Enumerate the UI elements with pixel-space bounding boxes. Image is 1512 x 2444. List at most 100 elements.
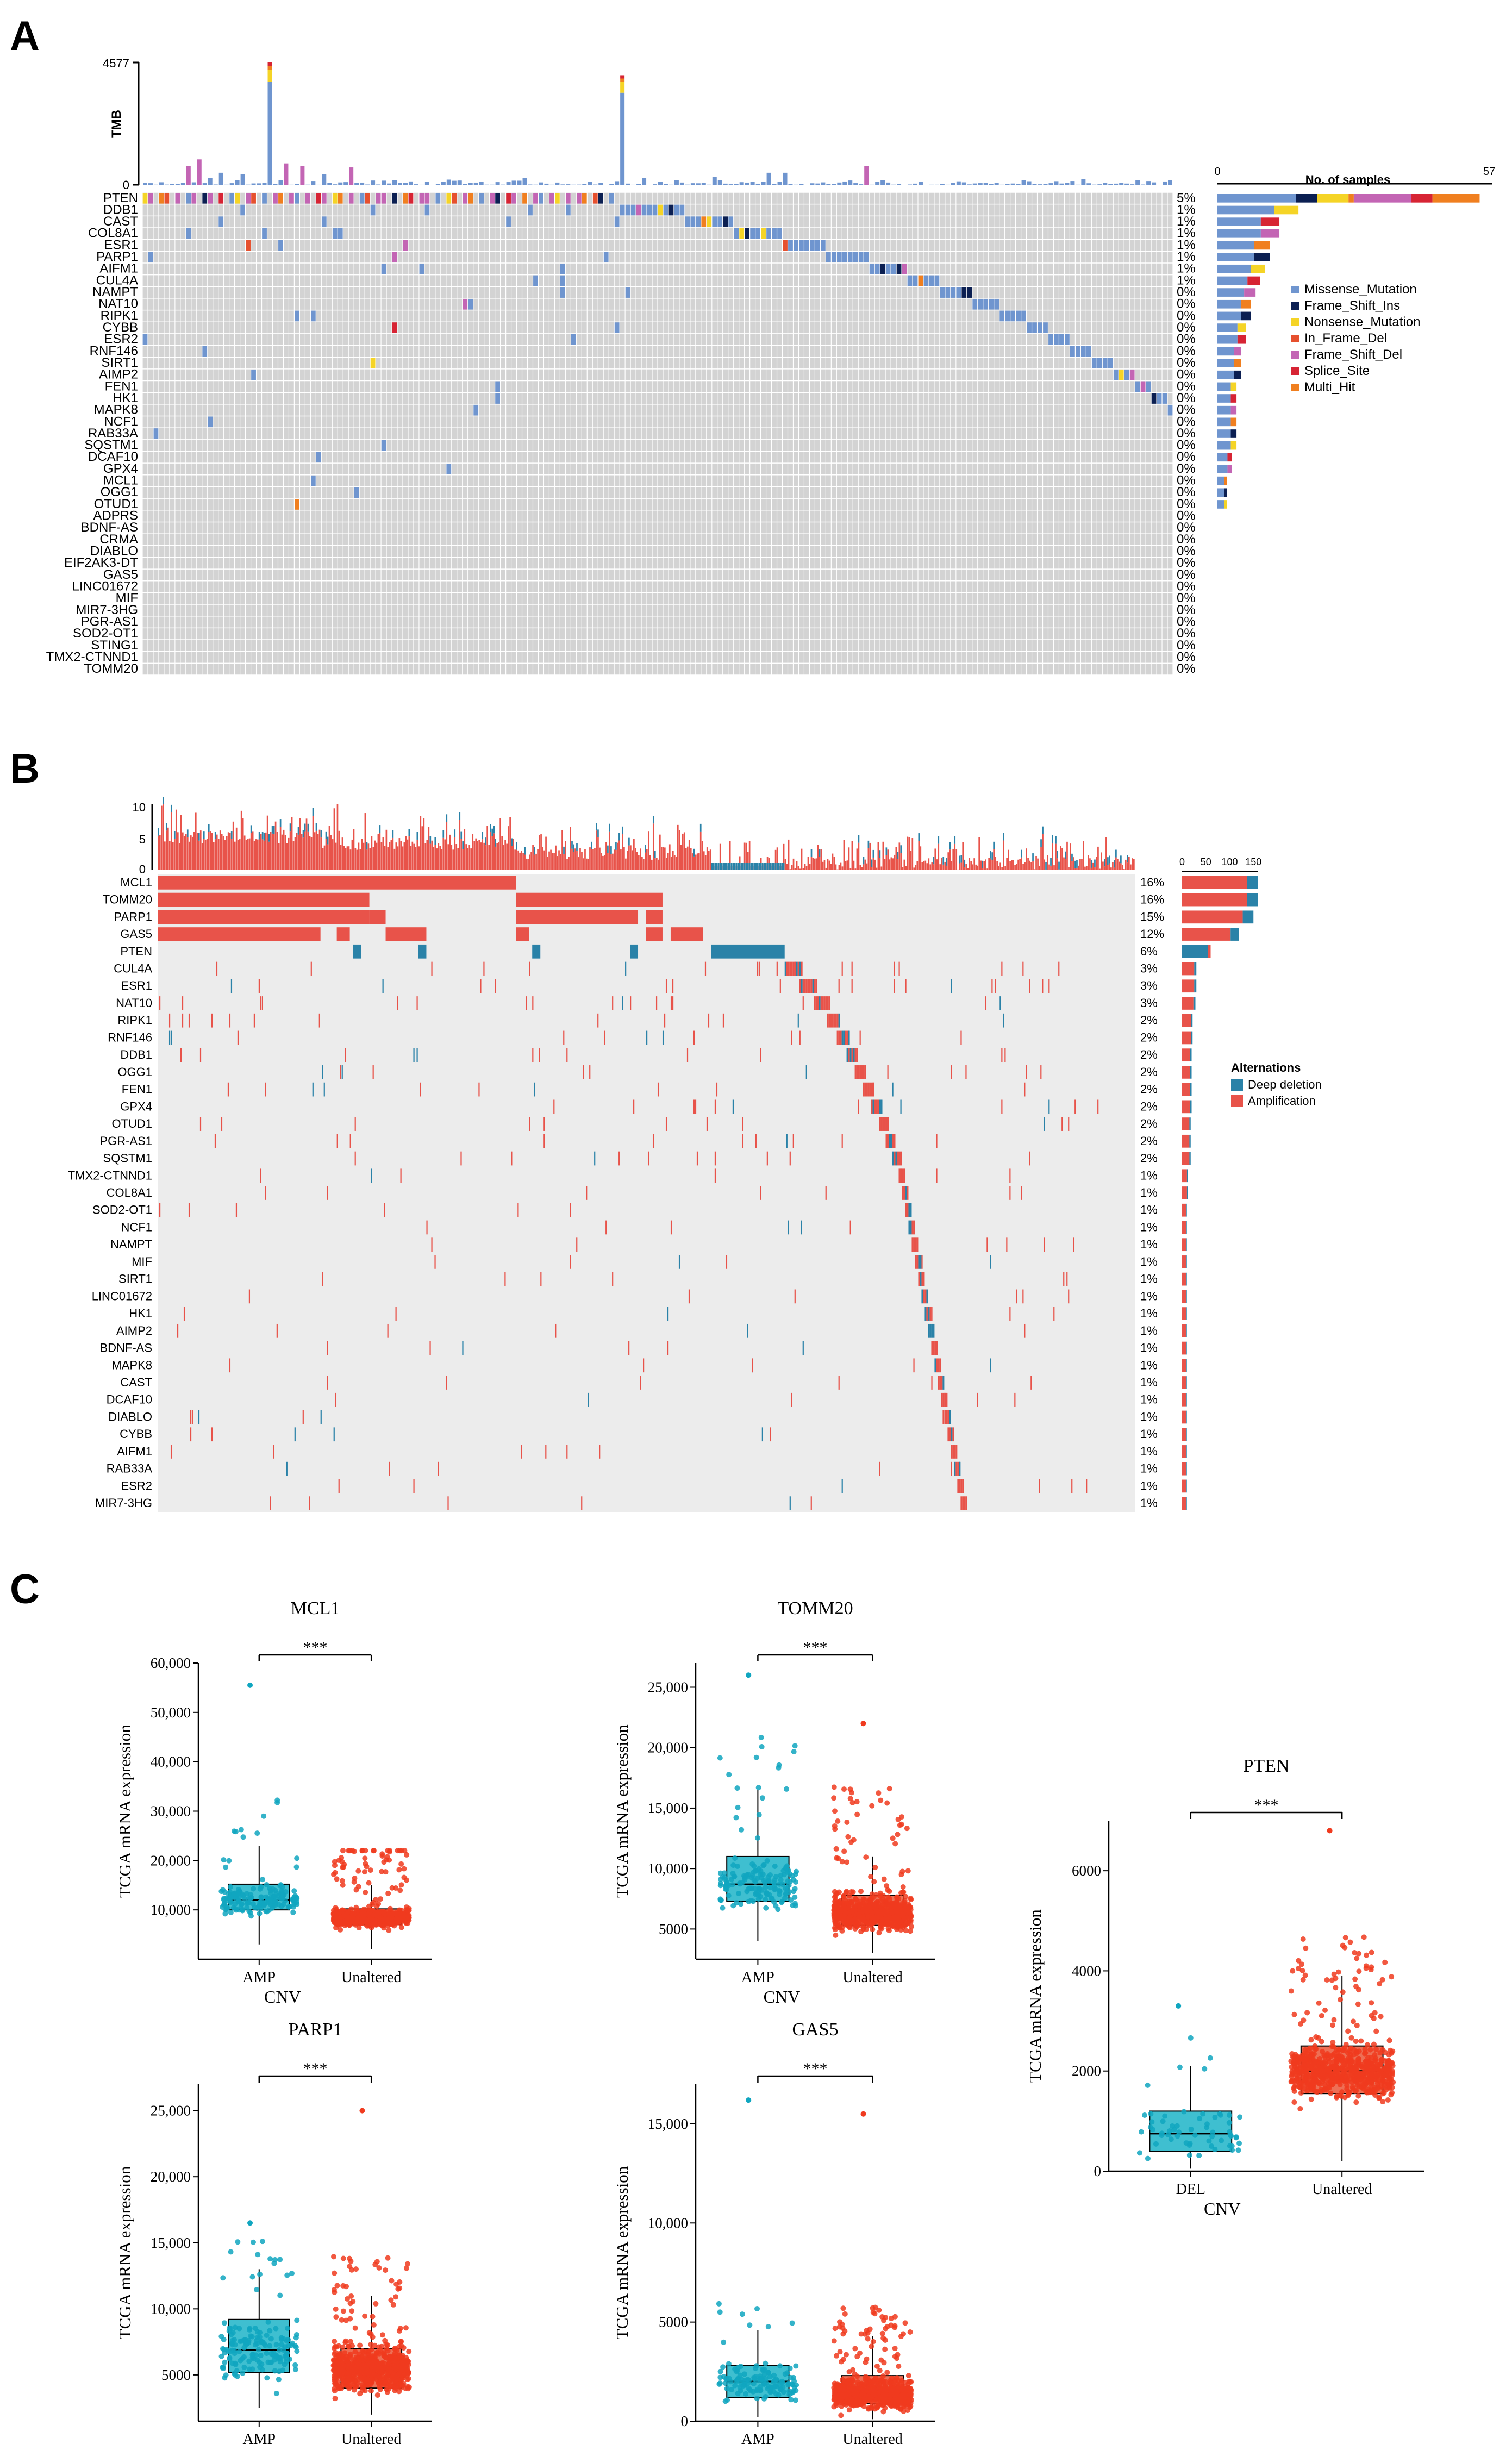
cnv-top-bar <box>206 839 208 870</box>
data-point <box>783 1891 789 1897</box>
cnv-cell <box>349 1134 351 1148</box>
cnv-cell <box>947 1427 949 1442</box>
data-point <box>1186 2152 1192 2158</box>
cnv-cell <box>516 892 663 907</box>
cnv-cell <box>553 1099 555 1114</box>
samples-bar <box>1217 205 1274 215</box>
data-point <box>401 1874 407 1880</box>
cnv-top-bar <box>645 845 646 853</box>
cnv-top-bar <box>854 868 857 870</box>
cnv-top-bar <box>503 845 504 870</box>
cnv-cell <box>924 1289 927 1304</box>
cnv-top-bar <box>509 817 511 870</box>
cnv-cell <box>260 996 261 1010</box>
data-point <box>294 2317 300 2323</box>
mutation-cell <box>1015 310 1021 322</box>
y-tick-label: 25,000 <box>151 2103 191 2119</box>
mutation-cell <box>174 193 180 204</box>
mutation-percent-label: 0% <box>1177 414 1196 429</box>
cnv-top-bar <box>714 863 716 870</box>
cnv-top-bar <box>565 841 566 870</box>
data-point <box>255 2347 261 2353</box>
tmb-bar <box>1114 183 1119 185</box>
tmb-bar <box>826 184 831 185</box>
cnv-cell <box>944 1410 946 1424</box>
cnv-cell <box>372 1065 374 1079</box>
cnv-top-bar <box>609 823 610 832</box>
mutation-cell <box>804 240 810 251</box>
cnv-top-bar <box>819 857 821 870</box>
cnv-top-bar <box>159 835 161 870</box>
tmb-bar <box>853 183 858 185</box>
cnv-top-bar <box>1055 836 1057 844</box>
data-point <box>386 1927 392 1933</box>
cnv-top-bar <box>1052 835 1053 843</box>
mutation-cell <box>815 240 821 251</box>
cnv-cell <box>848 1048 850 1062</box>
cnv-top-bar <box>916 861 919 870</box>
mutation-cell <box>874 263 880 274</box>
cnv-cell <box>872 1082 874 1097</box>
mutation-gene-label: ESR2 <box>104 332 138 347</box>
cnv-cell <box>820 996 822 1010</box>
data-point <box>235 1891 241 1897</box>
cnv-cell <box>887 1117 889 1131</box>
mutation-cell <box>511 193 517 204</box>
mutation-cell <box>1075 346 1081 357</box>
tmb-bar <box>371 180 376 185</box>
data-point <box>1145 2082 1151 2088</box>
cnv-top-bar <box>1122 865 1123 870</box>
y-tick-label: 50,000 <box>151 1704 191 1721</box>
cnv-gene-label: BDNF-AS <box>99 1341 152 1355</box>
data-point <box>1371 2041 1377 2047</box>
mutation-cell <box>826 252 832 262</box>
cnv-top-bar <box>429 843 432 870</box>
cnv-cell <box>336 1134 338 1148</box>
data-point <box>1307 2073 1313 2079</box>
tmb-bar <box>772 184 777 185</box>
samples-bar <box>1217 276 1248 285</box>
data-point <box>376 1901 382 1907</box>
cnv-cell <box>936 1134 938 1148</box>
mutation-percent-label: 0% <box>1177 332 1196 347</box>
cnv-top-bar <box>462 841 464 849</box>
cnv-top-bar <box>993 841 995 849</box>
cnv-top-bar <box>822 861 824 870</box>
cnv-gene-label: CAST <box>120 1376 152 1389</box>
mutation-cell <box>625 287 631 298</box>
cnv-cell <box>849 1220 851 1235</box>
cnv-top-bar <box>623 847 625 870</box>
samples-bar <box>1217 382 1231 391</box>
cnv-top-bar <box>1083 841 1084 870</box>
samples-bar <box>1217 194 1296 203</box>
cnv-cell <box>779 979 781 993</box>
cnv-side-bar <box>1189 1117 1191 1130</box>
cnv-cell <box>923 1272 925 1286</box>
data-point <box>764 1890 770 1896</box>
y-axis-label: TCGA mRNA expression <box>1026 1909 1045 2083</box>
cnv-top-bar <box>418 846 420 870</box>
cnv-top-bar <box>1114 860 1115 868</box>
data-point <box>754 1835 760 1841</box>
data-point <box>1342 1945 1348 1951</box>
mutation-gene-label: GAS5 <box>103 567 138 582</box>
tmb-bar <box>495 182 500 185</box>
cnv-cell <box>1058 961 1060 976</box>
cnv-top-bar <box>328 826 330 870</box>
cnv-cell <box>990 1358 991 1373</box>
data-point <box>1312 2043 1318 2049</box>
tmb-bar <box>1010 183 1015 185</box>
cnv-cell <box>879 1099 881 1114</box>
cnv-cell <box>726 1255 728 1269</box>
data-point <box>353 1887 359 1893</box>
data-point <box>1162 2113 1168 2119</box>
tmb-bar <box>267 62 272 66</box>
data-point <box>898 1927 904 1933</box>
mutation-cell <box>717 216 723 227</box>
cnv-top-bar <box>1027 858 1029 870</box>
cnv-cell <box>335 1392 336 1407</box>
cnv-cell <box>836 1030 839 1045</box>
mutation-cell <box>207 416 213 428</box>
cnv-top-bar <box>462 849 464 870</box>
cnv-percent-label: 16% <box>1140 876 1164 889</box>
